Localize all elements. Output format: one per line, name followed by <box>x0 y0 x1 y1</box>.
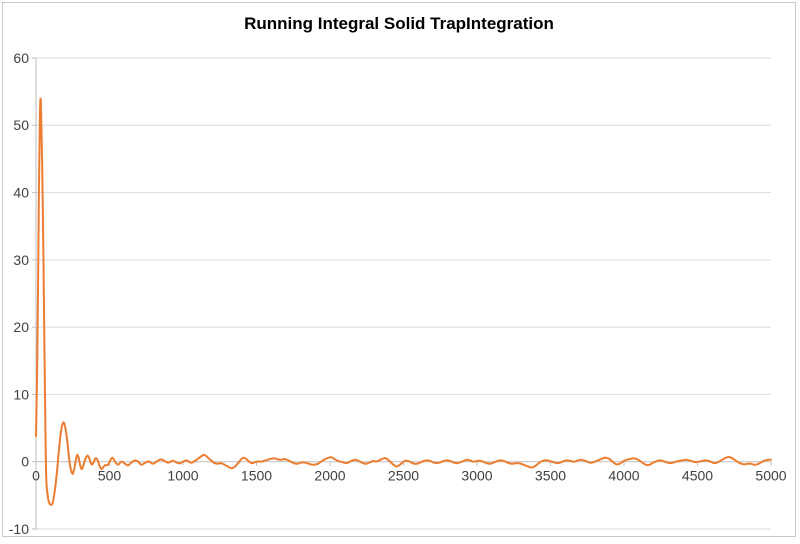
y-tick-label: 20 <box>13 319 29 335</box>
y-tick-label: 30 <box>13 252 29 268</box>
x-tick-label: 0 <box>32 468 40 484</box>
y-tick-label: 10 <box>13 386 29 402</box>
x-tick-label: 2000 <box>314 468 345 484</box>
series-line <box>35 97 772 506</box>
y-tick-label: 0 <box>21 454 29 470</box>
y-tick-label: 60 <box>13 50 29 66</box>
x-tick-label: 4500 <box>682 468 713 484</box>
x-tick-label: 4000 <box>608 468 639 484</box>
x-tick-label: 1500 <box>241 468 272 484</box>
x-tick-label: 2500 <box>388 468 419 484</box>
chart-title: Running Integral Solid TrapIntegration <box>244 14 554 33</box>
x-tick-label: 3500 <box>535 468 566 484</box>
y-tick-label: 40 <box>13 184 29 200</box>
y-tick-label: 50 <box>13 117 29 133</box>
y-tick-label: -10 <box>9 521 29 537</box>
x-tick-label: 500 <box>98 468 122 484</box>
chart-container: Running Integral Solid TrapIntegration -… <box>2 2 796 537</box>
x-tick-label: 1000 <box>167 468 198 484</box>
x-tick-label: 5000 <box>755 468 786 484</box>
x-tick-label: 3000 <box>461 468 492 484</box>
plot-area: -10 0 10 20 30 40 50 60 0 500 1000 1500 2000 2500 3000… <box>9 50 787 537</box>
